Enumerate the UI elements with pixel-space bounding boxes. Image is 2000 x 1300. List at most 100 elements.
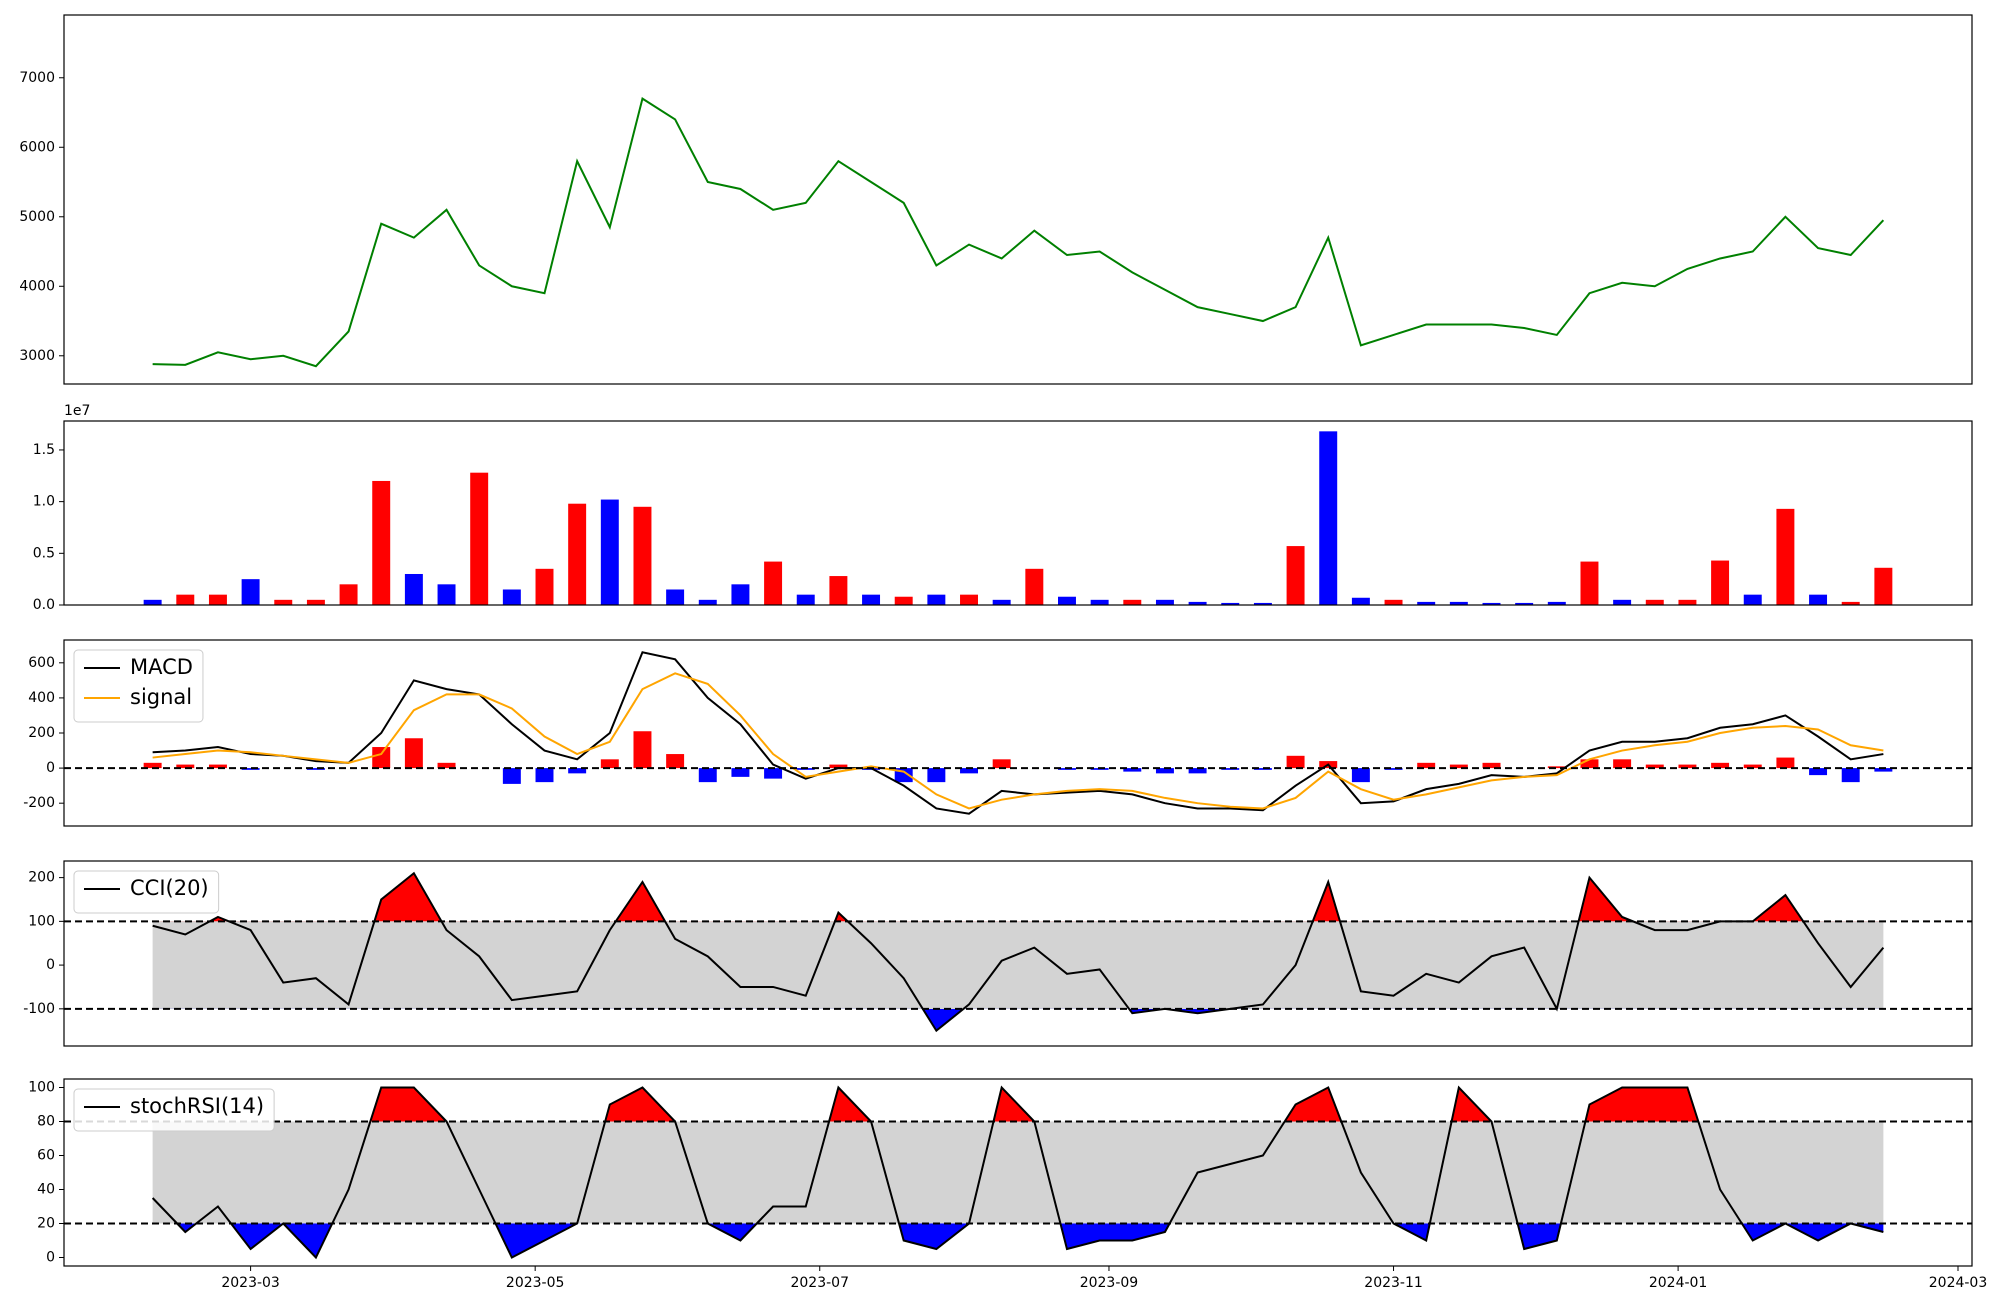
bar — [992, 759, 1011, 769]
bar — [1678, 599, 1697, 605]
legend: CCI(20) — [73, 870, 220, 914]
bar — [274, 599, 293, 605]
bar — [208, 764, 227, 769]
bar — [731, 584, 750, 605]
bar — [241, 579, 260, 605]
bar — [1482, 762, 1501, 769]
bar — [633, 506, 652, 605]
bar — [1449, 601, 1468, 605]
bar — [1743, 594, 1762, 605]
line — [152, 672, 1884, 810]
bar — [143, 762, 162, 769]
band — [152, 921, 1884, 1009]
bar — [1776, 757, 1795, 769]
bar — [1678, 764, 1697, 769]
x-tick-label: 2024-03 — [1929, 1275, 1988, 1291]
bar — [1417, 762, 1436, 769]
bar — [666, 589, 685, 605]
y-tick-label: 40 — [37, 1182, 55, 1198]
bar — [1841, 768, 1860, 783]
y-tick-label: 0 — [46, 1250, 55, 1266]
y-tick-label: 0.0 — [33, 597, 55, 613]
bar — [1090, 599, 1109, 605]
legend-box — [73, 870, 220, 914]
bar — [1123, 599, 1142, 605]
bar — [1809, 768, 1828, 776]
bar — [437, 584, 456, 605]
bar — [862, 594, 881, 605]
bar — [1351, 768, 1370, 783]
y-tick-label: 3000 — [19, 348, 55, 364]
bar — [241, 768, 260, 770]
x-tick-label: 2023-03 — [221, 1275, 280, 1291]
bar — [1058, 596, 1076, 605]
bar — [176, 764, 195, 769]
y-tick-label: 100 — [28, 913, 55, 929]
bar — [992, 599, 1011, 605]
y-tick-label: 1.5 — [33, 442, 55, 458]
bar — [1613, 599, 1632, 605]
bar — [894, 596, 913, 605]
bar — [306, 768, 325, 770]
bar — [176, 594, 195, 605]
legend-label: CCI(20) — [130, 876, 209, 900]
bar — [1547, 766, 1566, 769]
legend-label: signal — [130, 685, 192, 709]
bar — [1874, 768, 1893, 772]
legend: MACD signal — [73, 649, 204, 723]
y-tick-label: 4000 — [19, 278, 55, 294]
line — [151, 1085, 1884, 1260]
bar — [1286, 755, 1305, 769]
bar — [1253, 602, 1272, 605]
bar — [1645, 599, 1664, 605]
bar — [1841, 601, 1860, 605]
bar — [568, 503, 587, 605]
bar — [600, 759, 619, 769]
bar — [698, 599, 717, 605]
fill-below — [152, 1223, 1884, 1258]
bar — [633, 731, 652, 769]
y-tick-label: 0 — [46, 957, 55, 973]
y-tick-label: 600 — [28, 655, 55, 671]
bar — [1580, 561, 1599, 605]
bar — [1155, 599, 1174, 605]
line — [152, 97, 1885, 368]
bar — [1155, 768, 1174, 774]
bar — [1645, 764, 1664, 769]
y-tick-label: 400 — [28, 690, 55, 706]
bar — [404, 738, 423, 769]
bar — [1351, 597, 1370, 605]
bar — [535, 768, 554, 783]
bar — [829, 764, 848, 769]
bar — [927, 768, 946, 783]
bar — [829, 576, 848, 605]
legend-box — [73, 1088, 275, 1132]
bar — [568, 768, 587, 774]
bar — [1417, 601, 1436, 605]
bar — [1286, 546, 1305, 605]
bar — [1384, 599, 1403, 605]
bar — [1188, 768, 1207, 774]
offset-label: 1e7 — [64, 403, 90, 419]
y-tick-label: 0 — [46, 760, 55, 776]
bar — [1776, 508, 1795, 605]
bar — [470, 472, 489, 605]
bar — [372, 480, 391, 605]
y-tick-label: 0.5 — [33, 545, 55, 561]
bar — [502, 589, 521, 605]
y-tick-label: 6000 — [19, 139, 55, 155]
bar — [1384, 768, 1403, 770]
y-tick-label: 7000 — [19, 70, 55, 86]
line — [152, 651, 1884, 815]
bar — [502, 768, 521, 784]
x-tick-label: 2023-11 — [1364, 1275, 1423, 1291]
y-tick-label: 5000 — [19, 209, 55, 225]
frame — [63, 639, 1973, 827]
bar — [927, 594, 946, 605]
x-tick-label: 2023-07 — [790, 1275, 849, 1291]
bar — [1123, 768, 1142, 772]
bar — [960, 768, 978, 774]
bar — [1449, 764, 1468, 769]
bar — [306, 599, 325, 605]
y-tick-label: 200 — [28, 870, 55, 886]
